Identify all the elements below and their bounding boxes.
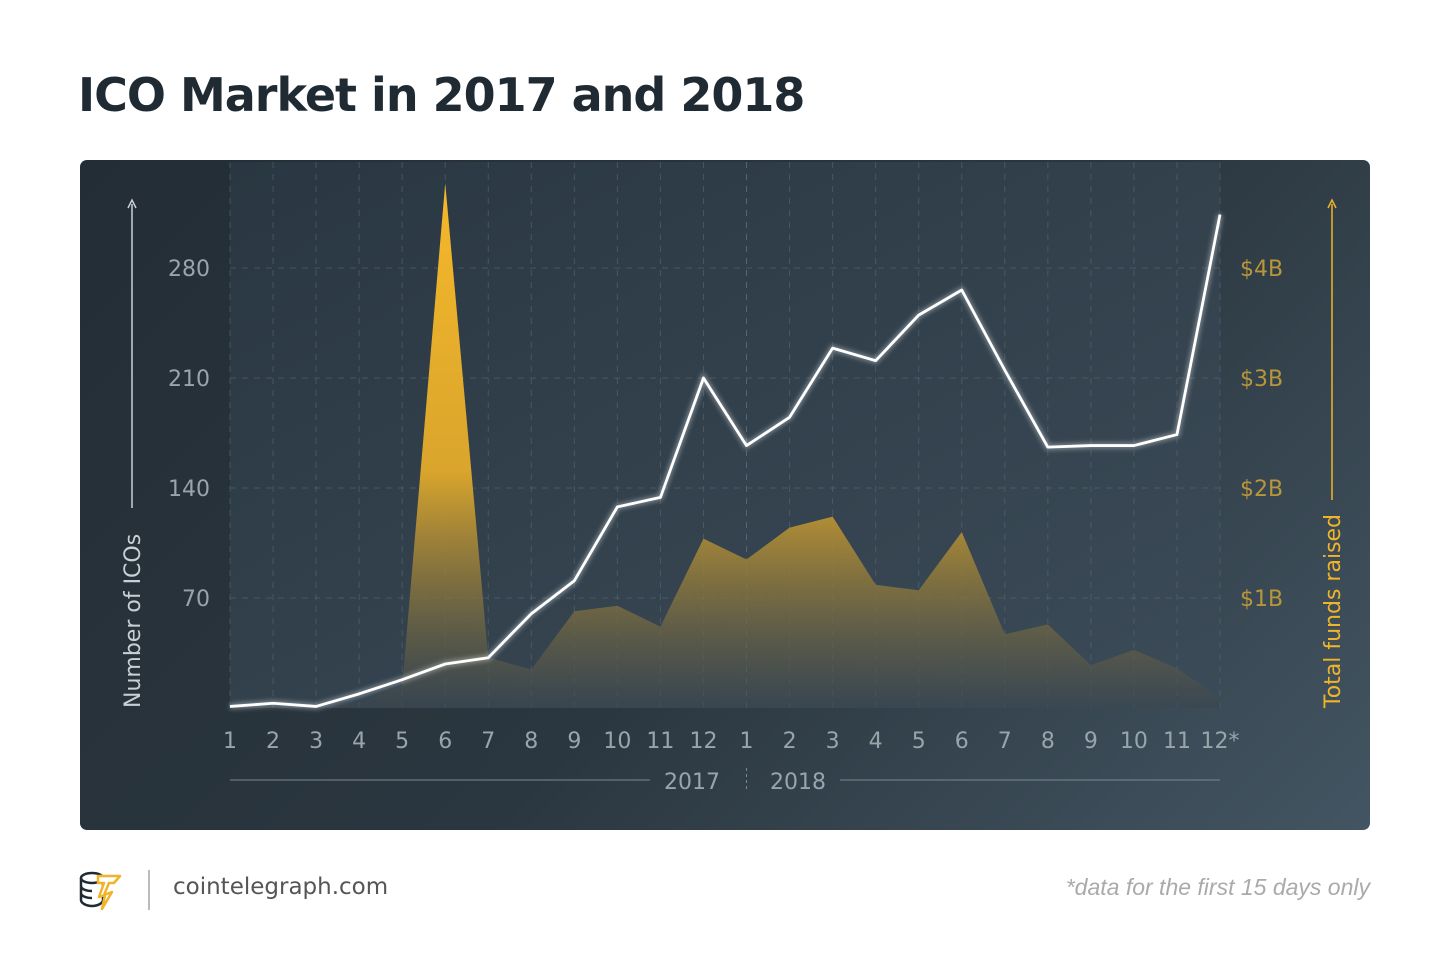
left-tick-label: 210 <box>168 367 210 392</box>
x-tick-label: 12* <box>1201 729 1240 754</box>
x-tick-label: 11 <box>1163 729 1191 754</box>
x-tick-label: 3 <box>309 729 323 754</box>
x-tick-label: 11 <box>646 729 674 754</box>
x-tick-label: 5 <box>912 729 926 754</box>
x-tick-label: 9 <box>567 729 581 754</box>
x-tick-label: 8 <box>1041 729 1055 754</box>
x-tick-label: 1 <box>223 729 237 754</box>
x-tick-label: 3 <box>826 729 840 754</box>
x-tick-label: 6 <box>955 729 969 754</box>
x-tick-label: 2 <box>783 729 797 754</box>
ico-count-line <box>229 214 1222 708</box>
left-tick-label: 70 <box>182 587 210 612</box>
right-tick-label: $1B <box>1240 587 1283 612</box>
x-tick-label: 4 <box>352 729 366 754</box>
footer-note: *data for the first 15 days only <box>1065 874 1370 900</box>
funds-raised-area <box>230 183 1220 709</box>
x-tick-label: 10 <box>1120 729 1148 754</box>
x-tick-label: 7 <box>481 729 495 754</box>
cointelegraph-logo-icon <box>79 871 122 911</box>
x-tick-label: 8 <box>524 729 538 754</box>
x-tick-label: 7 <box>998 729 1012 754</box>
chart-panel: 70 140 210 280 $1B $2B $3B $4B 1 2 3 4 5 6 7 8 9 10 11 12 1 2… <box>80 160 1370 830</box>
left-arrow-head-icon <box>127 198 137 209</box>
year-label-2017: 2017 <box>664 770 720 795</box>
footer-site: cointelegraph.com <box>173 874 389 900</box>
right-tick-label: $4B <box>1240 257 1283 282</box>
right-tick-label: $3B <box>1240 367 1283 392</box>
x-tick-label: 12 <box>689 729 717 754</box>
chart-title: ICO Market in 2017 and 2018 <box>78 68 805 122</box>
x-tick-label: 10 <box>603 729 631 754</box>
x-tick-label: 1 <box>740 729 754 754</box>
year-label-2018: 2018 <box>770 770 826 795</box>
x-tick-label: 5 <box>395 729 409 754</box>
x-tick-label: 4 <box>869 729 883 754</box>
x-tick-label: 6 <box>438 729 452 754</box>
x-tick-label: 2 <box>266 729 280 754</box>
x-tick-label: 9 <box>1084 729 1098 754</box>
left-tick-label: 140 <box>168 477 210 502</box>
right-arrow-head-icon <box>1327 198 1337 209</box>
right-tick-label: $2B <box>1240 477 1283 502</box>
footer-divider <box>148 870 150 910</box>
left-tick-label: 280 <box>168 257 210 282</box>
left-axis-title: Number of ICOs <box>121 534 146 708</box>
right-axis-title: Total funds raised <box>1321 514 1346 709</box>
